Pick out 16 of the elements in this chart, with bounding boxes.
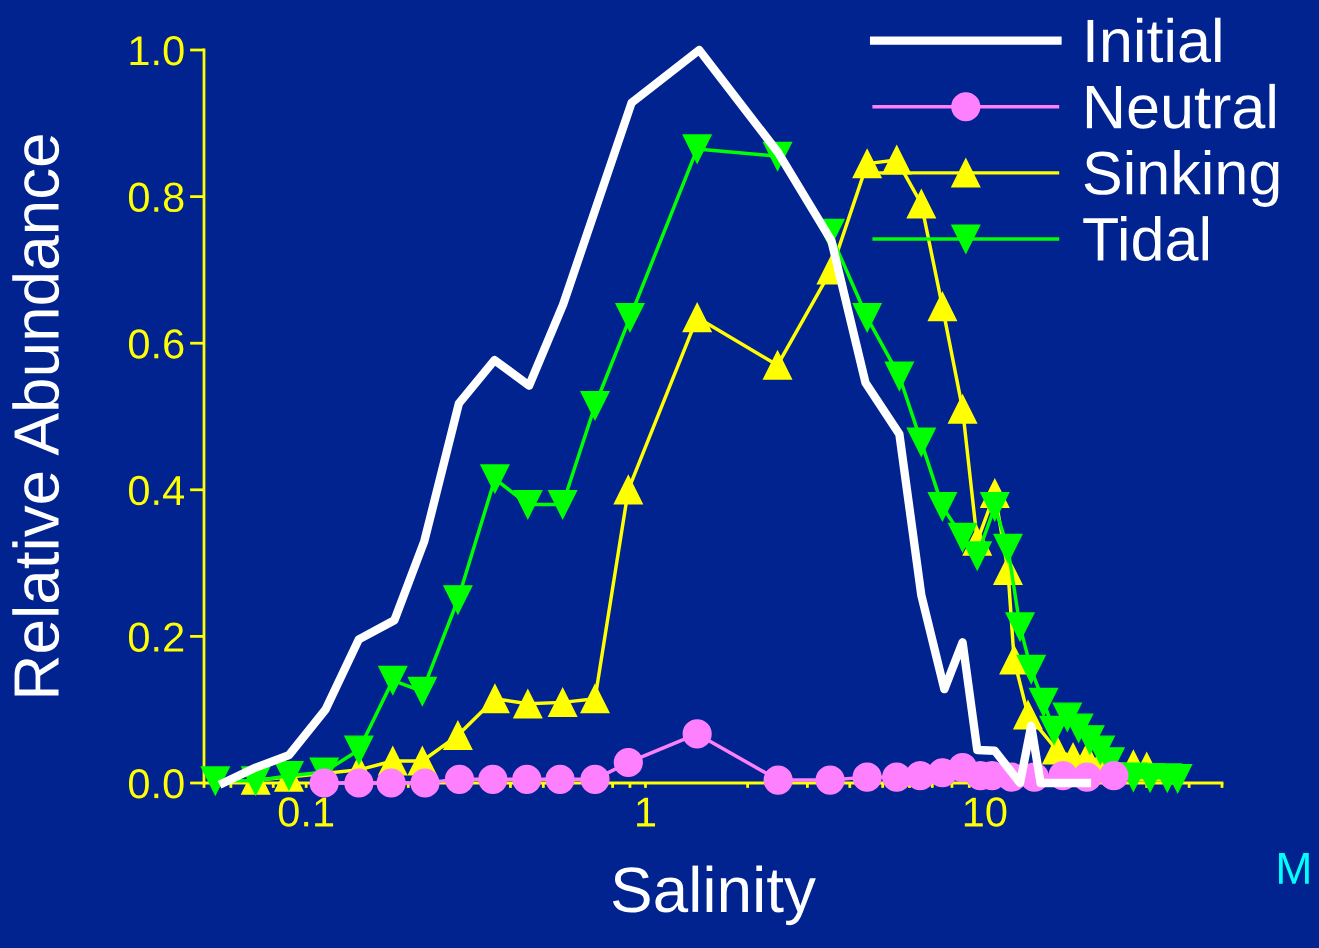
legend-label: Neutral (1086, 83, 1275, 129)
x-tick-label: 1 (637, 797, 656, 827)
y-tick-label: 0.8 (128, 182, 184, 213)
y-tick-label: 0.0 (128, 769, 184, 799)
y-axis-title: Relative Abundance (12, 135, 60, 696)
x-tick-label: 0.1 (278, 797, 334, 827)
legend-label: Tidal (1083, 216, 1208, 261)
x-axis-title: Salinity (612, 865, 816, 926)
y-tick-label: 1.0 (130, 36, 184, 66)
x-tick-label: 10 (964, 797, 1007, 827)
text: M (1279, 853, 1309, 884)
y-tick-label: 0.4 (128, 475, 185, 506)
legend-label: Initial (1087, 17, 1221, 63)
legend-label: Sinking (1084, 149, 1279, 207)
y-tick-label: 0.2 (128, 622, 184, 652)
y-tick-label: 0.6 (128, 329, 184, 359)
